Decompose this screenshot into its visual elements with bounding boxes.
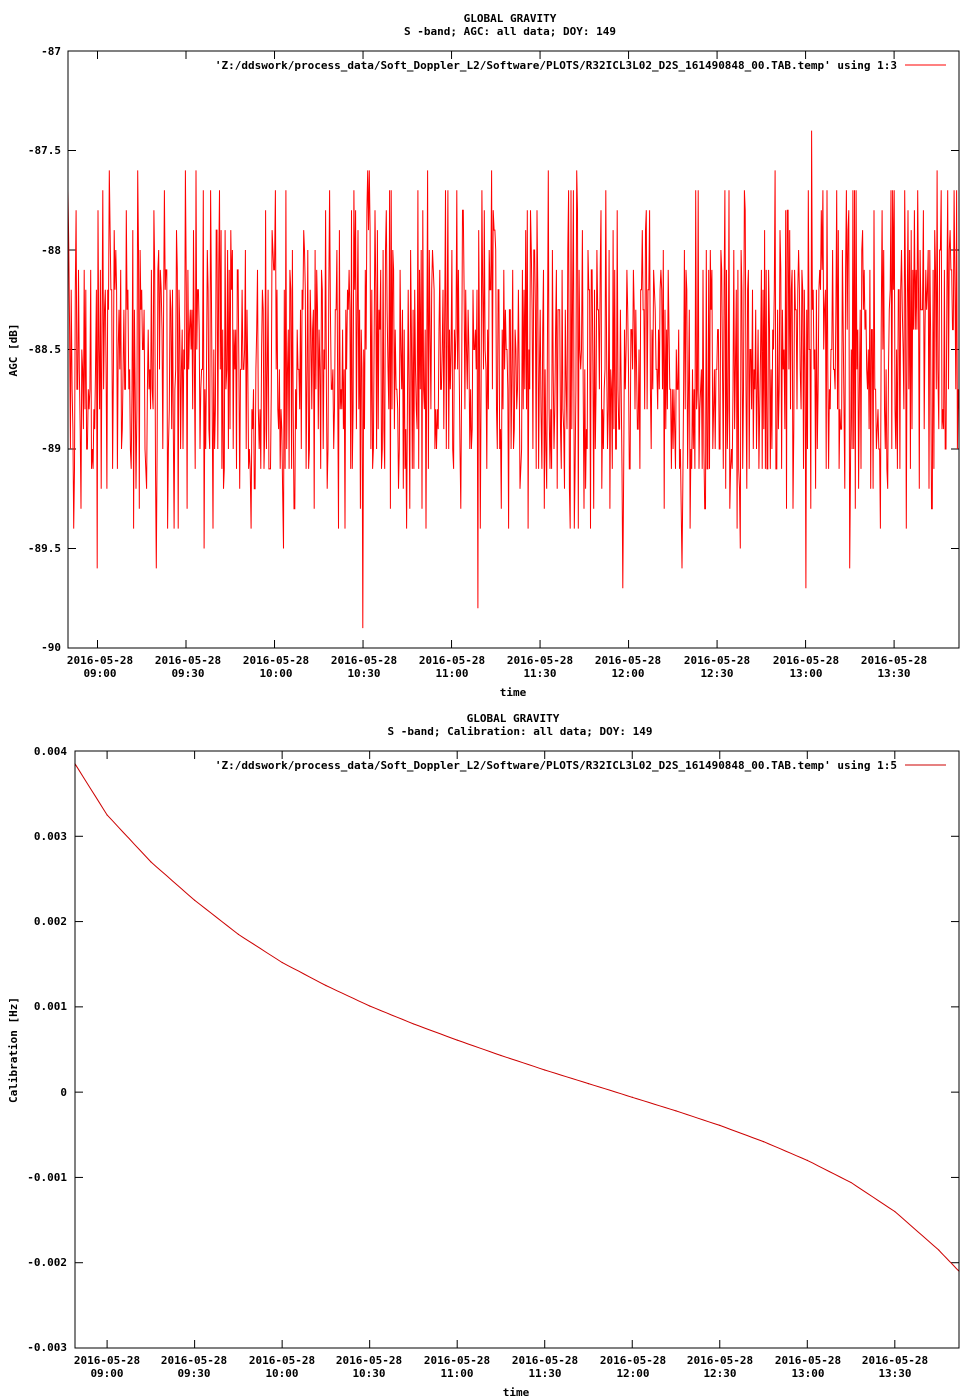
cal-x-tick-time: 12:00 — [616, 1367, 649, 1380]
cal-data-point — [150, 861, 152, 863]
agc-x-tick-time: 12:30 — [700, 667, 733, 680]
agc-x-tick-time: 11:30 — [523, 667, 556, 680]
agc-chart-title-line1: GLOBAL GRAVITY — [464, 12, 557, 25]
cal-legend-label: 'Z:/ddswork/process_data/Soft_Doppler_L2… — [215, 759, 897, 772]
agc-x-tick-time: 13:30 — [877, 667, 910, 680]
agc-x-tick-date: 2016-05-28 — [595, 654, 661, 667]
cal-x-tick-time: 11:00 — [440, 1367, 473, 1380]
cal-x-tick-date: 2016-05-28 — [74, 1354, 140, 1367]
cal-series — [74, 763, 960, 1272]
cal-data-point — [937, 1249, 940, 1251]
agc-y-tick-label: -87 — [41, 45, 61, 58]
agc-x-tick-time: 09:30 — [171, 667, 204, 680]
cal-x-tick-date: 2016-05-28 — [687, 1354, 753, 1367]
agc-x-tick-time: 10:30 — [347, 667, 380, 680]
cal-x-tick-time: 10:30 — [352, 1367, 385, 1380]
agc-y-tick-label: -90 — [41, 641, 61, 654]
cal-data-point — [106, 814, 108, 816]
agc-y-tick-label: -89 — [41, 442, 61, 455]
cal-tick-marks — [75, 750, 959, 1349]
agc-x-tick-time: 10:00 — [259, 667, 292, 680]
cal-series-line — [74, 763, 960, 1272]
agc-x-tick-time: 12:00 — [611, 667, 644, 680]
agc-series — [67, 130, 960, 629]
agc-x-tick-date: 2016-05-28 — [331, 654, 397, 667]
cal-y-tick-label: -0.003 — [27, 1341, 67, 1354]
agc-x-tick-date: 2016-05-28 — [507, 654, 573, 667]
cal-data-point — [544, 1069, 546, 1071]
cal-y-tick-label: -0.001 — [27, 1171, 67, 1184]
cal-data-point — [806, 1159, 808, 1161]
cal-x-tick-time: 12:30 — [703, 1367, 736, 1380]
cal-data-point — [587, 1083, 590, 1085]
cal-chart-title-line1: GLOBAL GRAVITY — [467, 712, 560, 725]
agc-x-axis-label: time — [500, 686, 527, 699]
cal-x-tick-date: 2016-05-28 — [424, 1354, 490, 1367]
agc-x-tick-date: 2016-05-28 — [684, 654, 750, 667]
agc-y-axis-label: AGC [dB] — [7, 324, 20, 377]
cal-data-point — [412, 1023, 415, 1025]
cal-x-tick-time: 13:00 — [791, 1367, 824, 1380]
cal-x-tick-date: 2016-05-28 — [775, 1354, 841, 1367]
agc-x-tick-date: 2016-05-28 — [773, 654, 839, 667]
cal-data-point — [719, 1124, 721, 1127]
agc-chart-title-line2: S -band; AGC: all data; DOY: 149 — [404, 25, 616, 38]
agc-x-tick-date: 2016-05-28 — [155, 654, 221, 667]
cal-data-point — [194, 899, 196, 901]
agc-y-tick-label: -87.5 — [28, 144, 61, 157]
calibration-chart: GLOBAL GRAVITY S -band; Calibration: all… — [7, 712, 960, 1399]
cal-y-tick-label: 0.001 — [34, 1000, 67, 1013]
cal-x-tick-date: 2016-05-28 — [862, 1354, 928, 1367]
cal-x-tick-time: 13:30 — [878, 1367, 911, 1380]
cal-x-tick-labels: 2016-05-28 09:00 2016-05-28 09:30 2016-0… — [74, 1354, 928, 1380]
cal-data-point — [675, 1110, 677, 1112]
cal-x-tick-time: 11:30 — [528, 1367, 561, 1380]
cal-x-tick-date: 2016-05-28 — [512, 1354, 578, 1367]
cal-data-point — [237, 933, 239, 935]
cal-y-tick-label: 0.003 — [34, 830, 67, 843]
cal-data-point — [281, 961, 283, 964]
agc-x-tick-date: 2016-05-28 — [243, 654, 309, 667]
cal-x-tick-date: 2016-05-28 — [249, 1354, 315, 1367]
cal-y-axis-label: Calibration [Hz] — [7, 997, 20, 1103]
cal-x-tick-date: 2016-05-28 — [161, 1354, 227, 1367]
agc-legend-label: 'Z:/ddswork/process_data/Soft_Doppler_L2… — [215, 59, 897, 72]
cal-chart-title-line2: S -band; Calibration: all data; DOY: 149 — [388, 725, 653, 738]
cal-y-tick-label: -0.002 — [27, 1256, 67, 1269]
cal-plot-frame — [74, 750, 960, 1349]
agc-x-tick-time: 11:00 — [435, 667, 468, 680]
cal-data-point — [850, 1181, 852, 1184]
agc-x-tick-time: 09:00 — [83, 667, 116, 680]
agc-x-tick-date: 2016-05-28 — [419, 654, 485, 667]
agc-x-tick-labels: 2016-05-28 09:00 2016-05-28 09:30 2016-0… — [67, 654, 927, 680]
agc-chart: GLOBAL GRAVITY S -band; AGC: all data; D… — [7, 12, 960, 699]
cal-x-tick-time: 09:00 — [90, 1367, 123, 1380]
cal-data-point — [762, 1141, 765, 1143]
cal-y-tick-labels: 0.004 0.003 0.002 0.001 0 -0.001 -0.002 … — [27, 745, 67, 1354]
cal-data-point — [894, 1210, 896, 1213]
agc-y-tick-labels: -87 -87.5 -88 -88.5 -89 -89.5 -90 — [28, 45, 61, 654]
agc-y-tick-label: -88.5 — [28, 343, 61, 356]
agc-plot-frame — [67, 50, 960, 649]
cal-y-tick-label: 0 — [60, 1086, 67, 1099]
cal-y-tick-label: 0.002 — [34, 915, 67, 928]
agc-y-tick-label: -89.5 — [28, 542, 61, 555]
cal-x-tick-date: 2016-05-28 — [600, 1354, 666, 1367]
agc-y-tick-label: -88 — [41, 244, 61, 257]
agc-x-tick-time: 13:00 — [789, 667, 822, 680]
cal-x-tick-date: 2016-05-28 — [336, 1354, 402, 1367]
cal-data-point — [369, 1005, 371, 1007]
agc-x-tick-date: 2016-05-28 — [67, 654, 133, 667]
cal-data-point — [500, 1054, 502, 1057]
cal-x-tick-time: 09:30 — [177, 1367, 210, 1380]
cal-x-axis-label: time — [503, 1386, 530, 1399]
cal-data-point — [631, 1096, 633, 1098]
agc-x-tick-date: 2016-05-28 — [861, 654, 927, 667]
cal-y-tick-label: 0.004 — [34, 745, 67, 758]
agc-series-line — [67, 130, 960, 629]
cal-data-point — [456, 1039, 458, 1041]
cal-data-point — [325, 984, 327, 987]
cal-x-tick-time: 10:00 — [265, 1367, 298, 1380]
